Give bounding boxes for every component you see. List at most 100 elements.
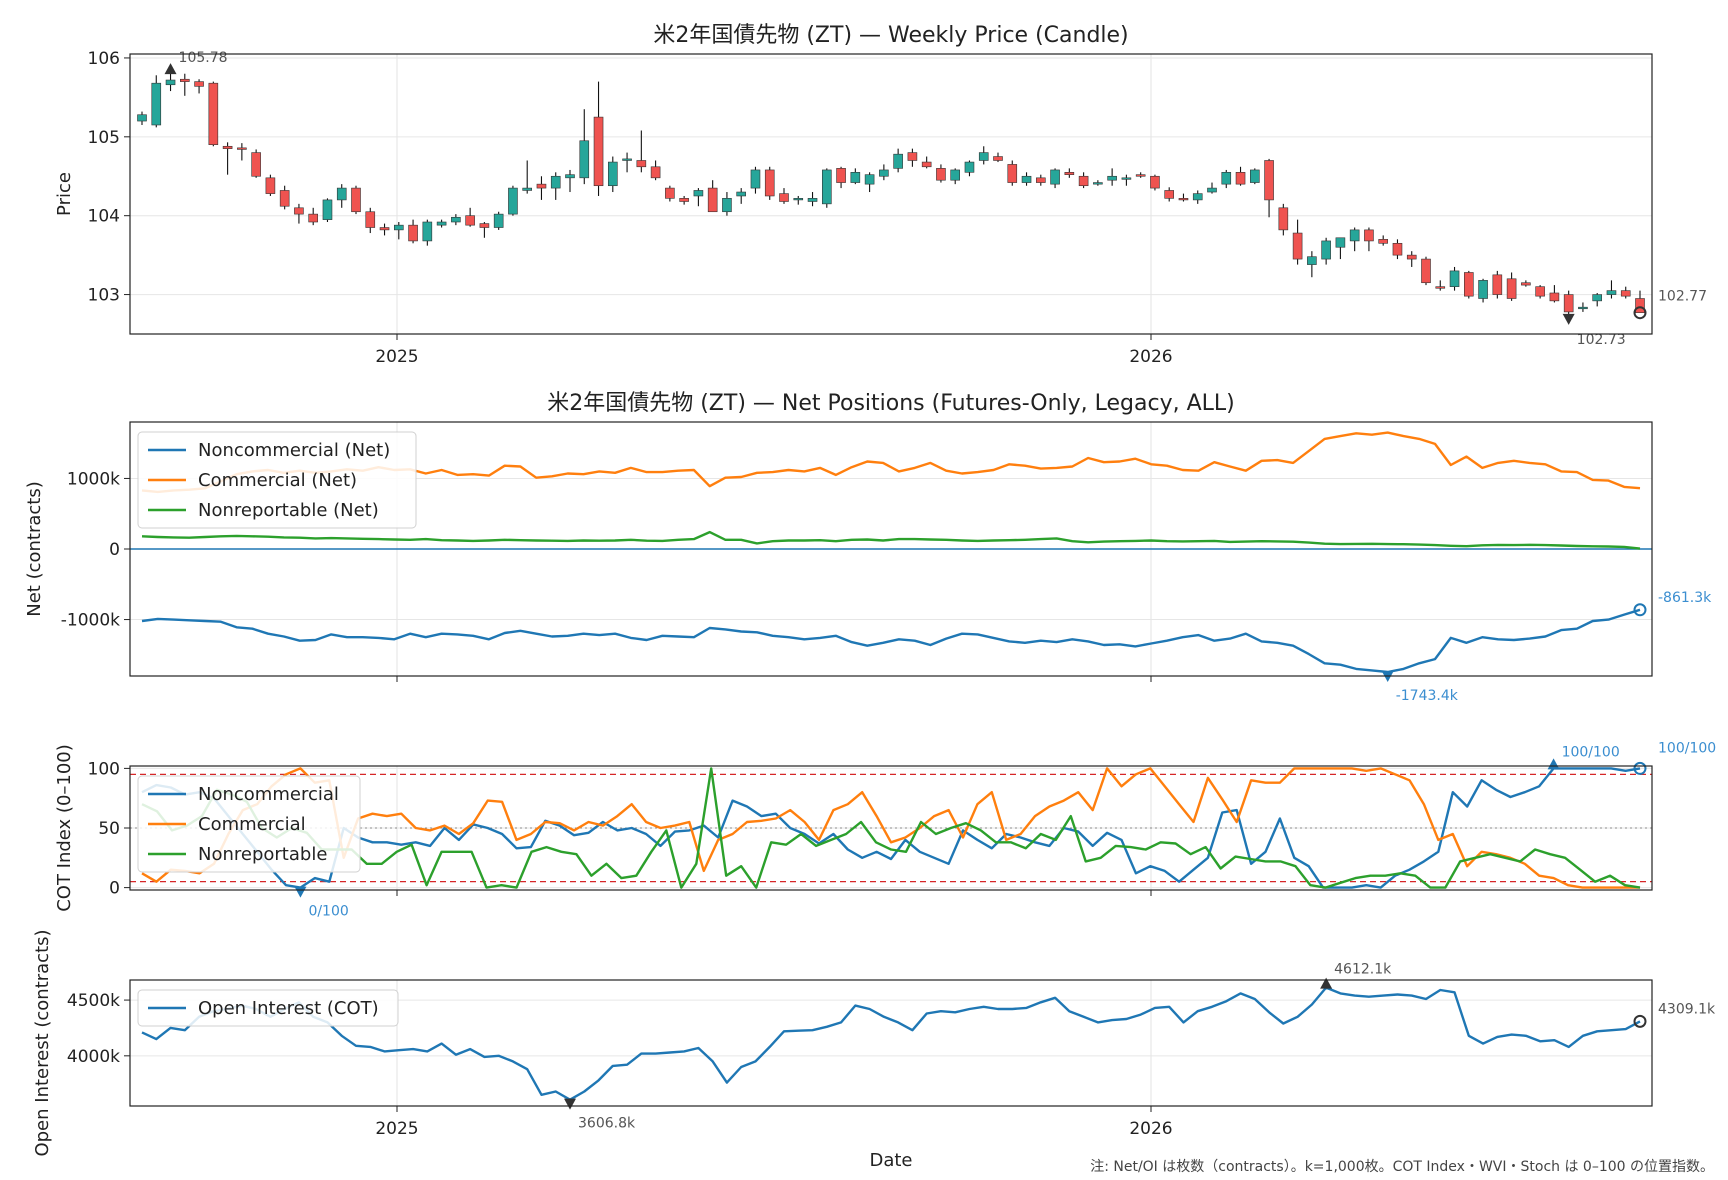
plot-area <box>130 431 1652 683</box>
y-tick-label: -1000k <box>61 611 120 631</box>
axes-frame <box>129 765 1653 891</box>
candle-body <box>722 198 732 213</box>
candle <box>964 160 975 177</box>
plot-area <box>130 758 1652 898</box>
candle <box>1292 219 1303 265</box>
candle <box>1050 168 1060 189</box>
candle <box>1250 168 1260 185</box>
candle <box>1421 256 1431 286</box>
candle <box>579 109 590 185</box>
candle <box>1635 290 1645 314</box>
y-tick-label: 0 <box>109 540 120 560</box>
candle-body <box>1435 286 1446 289</box>
min-marker <box>564 1098 576 1110</box>
candle-body <box>294 207 304 215</box>
candle-body <box>921 161 932 168</box>
candle-body <box>636 160 647 168</box>
candle <box>921 156 932 169</box>
candle-body <box>565 174 575 179</box>
candle <box>1406 251 1417 267</box>
candle <box>550 172 561 200</box>
y-tick-label: 104 <box>88 207 120 227</box>
candle <box>1335 237 1346 260</box>
candle <box>1392 239 1403 260</box>
candle-body <box>336 187 347 201</box>
last-marker <box>1633 306 1647 320</box>
candle <box>936 164 946 183</box>
panel-title: 米2年国債先物 (ZT) — Net Positions (Futures-On… <box>547 391 1235 416</box>
candle-body <box>1278 207 1289 231</box>
candle <box>208 81 219 147</box>
candle-body <box>1549 292 1560 302</box>
candle-body <box>222 145 233 149</box>
candle-body <box>607 161 618 187</box>
candle-body <box>1135 174 1146 177</box>
candle <box>793 195 804 205</box>
candle <box>379 223 390 236</box>
candle-body <box>750 169 761 189</box>
candle-body <box>693 190 704 197</box>
candle-body <box>522 187 533 191</box>
candle <box>821 168 832 208</box>
candle-body <box>508 187 518 215</box>
candle-body <box>622 158 632 161</box>
axes-frame <box>129 421 1653 677</box>
candle-body <box>764 169 775 197</box>
candle <box>251 149 261 178</box>
legend-label: Nonreportable <box>198 844 327 865</box>
candle <box>1150 174 1160 191</box>
candle <box>1464 270 1474 299</box>
candle <box>1264 158 1274 218</box>
candle <box>1064 168 1075 178</box>
candle-body <box>1335 237 1346 248</box>
candle <box>1221 169 1232 189</box>
candle-body <box>1349 229 1360 242</box>
candle-body <box>1364 229 1374 242</box>
last-marker <box>1633 603 1647 617</box>
x-tick-label: 2026 <box>1129 347 1172 367</box>
candle <box>1078 172 1089 189</box>
y-tick-label: 4000k <box>67 1047 120 1067</box>
candle <box>137 111 147 125</box>
legend-label: Nonreportable (Net) <box>198 500 379 521</box>
candle-body <box>1392 242 1403 256</box>
candle-body <box>1064 172 1075 175</box>
candle <box>1007 160 1018 186</box>
legend-label: Commercial (Net) <box>198 470 357 491</box>
candle <box>707 180 718 213</box>
y-tick-label: 100 <box>88 759 120 779</box>
last-marker <box>1633 761 1647 775</box>
y-tick-label: 0 <box>109 879 120 899</box>
candle <box>393 222 404 240</box>
legend-label: Commercial <box>198 814 306 835</box>
candle <box>1121 174 1132 186</box>
candle <box>436 219 447 228</box>
min-annotation: 102.73 <box>1577 332 1626 348</box>
legend-box <box>137 775 361 873</box>
candle <box>1378 235 1388 246</box>
candle <box>465 207 475 227</box>
y-axis-label: Open Interest (contracts) <box>32 929 53 1156</box>
x-tick-label: 2025 <box>375 1119 418 1139</box>
candle <box>322 198 333 222</box>
last-annotation: 102.77 <box>1658 289 1707 305</box>
candle-body <box>1592 294 1602 302</box>
candle <box>493 211 504 230</box>
candle-body <box>1207 187 1217 193</box>
candle-body <box>536 183 547 189</box>
max-marker <box>164 63 177 75</box>
plot-area: 105.78 102.73 <box>137 50 1647 348</box>
candle-body <box>1421 258 1431 284</box>
candle-body <box>279 190 290 207</box>
last-annotation: 100/100 <box>1658 740 1716 756</box>
legend-label: Noncommercial <box>198 784 339 805</box>
candle-body <box>665 187 675 199</box>
axes-frame <box>129 53 1653 335</box>
candle-body <box>1378 239 1388 244</box>
candle <box>1192 190 1203 204</box>
candle-body <box>650 166 661 179</box>
candle <box>722 192 732 216</box>
candle-body <box>1107 175 1117 181</box>
candle <box>1506 272 1517 301</box>
candle <box>1449 266 1460 291</box>
